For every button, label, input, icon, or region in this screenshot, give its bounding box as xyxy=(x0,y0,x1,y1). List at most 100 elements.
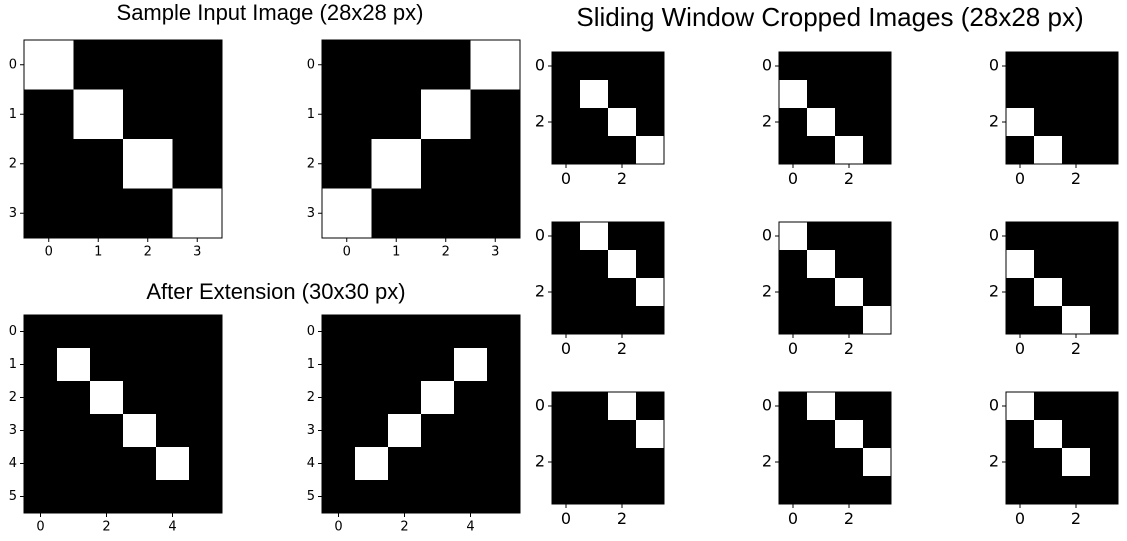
cell xyxy=(90,447,124,481)
cell xyxy=(580,392,609,421)
cell xyxy=(1062,250,1091,279)
cell xyxy=(355,381,389,415)
cell xyxy=(1090,222,1119,251)
cell xyxy=(608,108,637,137)
cell xyxy=(322,414,356,448)
cell xyxy=(371,188,422,239)
cell xyxy=(123,139,173,189)
cell xyxy=(421,315,455,349)
cell xyxy=(322,188,372,239)
cell xyxy=(189,414,223,448)
cell xyxy=(552,392,581,421)
x-tick-label: 0 xyxy=(788,339,798,358)
cell xyxy=(156,447,190,481)
cell xyxy=(189,348,223,382)
cell xyxy=(552,136,581,165)
cell xyxy=(1006,108,1035,137)
x-tick-label: 2 xyxy=(617,339,627,358)
y-tick-label: 2 xyxy=(307,156,315,171)
cell xyxy=(580,476,609,505)
cell xyxy=(487,348,521,382)
cell xyxy=(73,188,124,239)
cell xyxy=(487,414,521,448)
y-tick-label: 0 xyxy=(989,56,999,75)
cell xyxy=(835,476,864,505)
cell xyxy=(123,315,157,349)
cell xyxy=(90,480,124,514)
cell xyxy=(580,80,609,109)
cell xyxy=(779,420,808,449)
cell xyxy=(1034,278,1063,307)
cell xyxy=(580,420,609,449)
x-tick-label: 1 xyxy=(94,244,102,259)
cell xyxy=(779,108,808,137)
cell xyxy=(123,480,157,514)
y-tick-label: 5 xyxy=(307,489,315,504)
cell xyxy=(835,420,864,449)
cell xyxy=(779,52,808,81)
x-tick-label: 3 xyxy=(193,244,201,259)
cell xyxy=(779,476,808,505)
cell xyxy=(24,188,74,239)
cell xyxy=(552,52,581,81)
cell xyxy=(779,222,808,251)
cell xyxy=(552,222,581,251)
cell xyxy=(24,89,74,140)
y-tick-label: 2 xyxy=(307,390,315,405)
y-tick-label: 0 xyxy=(307,324,315,339)
cell xyxy=(156,348,190,382)
cell xyxy=(156,480,190,514)
x-tick-label: 2 xyxy=(1071,169,1081,188)
heading: Sliding Window Cropped Images (28x28 px) xyxy=(576,2,1083,32)
cell xyxy=(1090,108,1119,137)
cell xyxy=(552,448,581,477)
cell xyxy=(779,278,808,307)
cell xyxy=(1090,420,1119,449)
y-tick-label: 0 xyxy=(307,57,315,72)
x-tick-label: 0 xyxy=(1015,509,1025,528)
cell xyxy=(189,447,223,481)
frame xyxy=(551,391,665,505)
cell xyxy=(421,188,471,239)
cell xyxy=(1034,136,1063,165)
x-tick-label: 2 xyxy=(442,244,450,259)
cell xyxy=(779,250,808,279)
frame xyxy=(321,314,521,514)
cell xyxy=(1034,420,1063,449)
cell xyxy=(636,476,665,505)
cell xyxy=(636,392,665,421)
x-tick-label: 0 xyxy=(788,169,798,188)
y-tick-label: 3 xyxy=(307,206,315,221)
cell xyxy=(608,250,637,279)
cell xyxy=(636,222,665,251)
cell xyxy=(608,52,637,81)
cell xyxy=(156,315,190,349)
cell xyxy=(580,52,609,81)
cell xyxy=(1090,52,1119,81)
cell xyxy=(90,315,124,349)
cell xyxy=(355,447,389,481)
cell xyxy=(421,381,455,415)
cell xyxy=(1034,306,1063,335)
cell xyxy=(388,315,422,349)
cell xyxy=(779,392,808,421)
cell xyxy=(355,480,389,514)
x-tick-label: 0 xyxy=(1015,169,1025,188)
cell xyxy=(835,136,864,165)
frame xyxy=(778,221,892,335)
cell xyxy=(835,108,864,137)
y-tick-label: 3 xyxy=(9,206,17,221)
cell xyxy=(779,306,808,335)
cell xyxy=(1090,80,1119,109)
cell xyxy=(863,222,892,251)
cell xyxy=(1062,448,1091,477)
y-tick-label: 0 xyxy=(762,56,772,75)
cell xyxy=(421,447,455,481)
cell xyxy=(156,414,190,448)
cell xyxy=(863,52,892,81)
heading: After Extension (30x30 px) xyxy=(146,279,405,304)
y-tick-label: 5 xyxy=(9,489,17,504)
cell xyxy=(24,348,58,382)
frame xyxy=(1005,221,1119,335)
